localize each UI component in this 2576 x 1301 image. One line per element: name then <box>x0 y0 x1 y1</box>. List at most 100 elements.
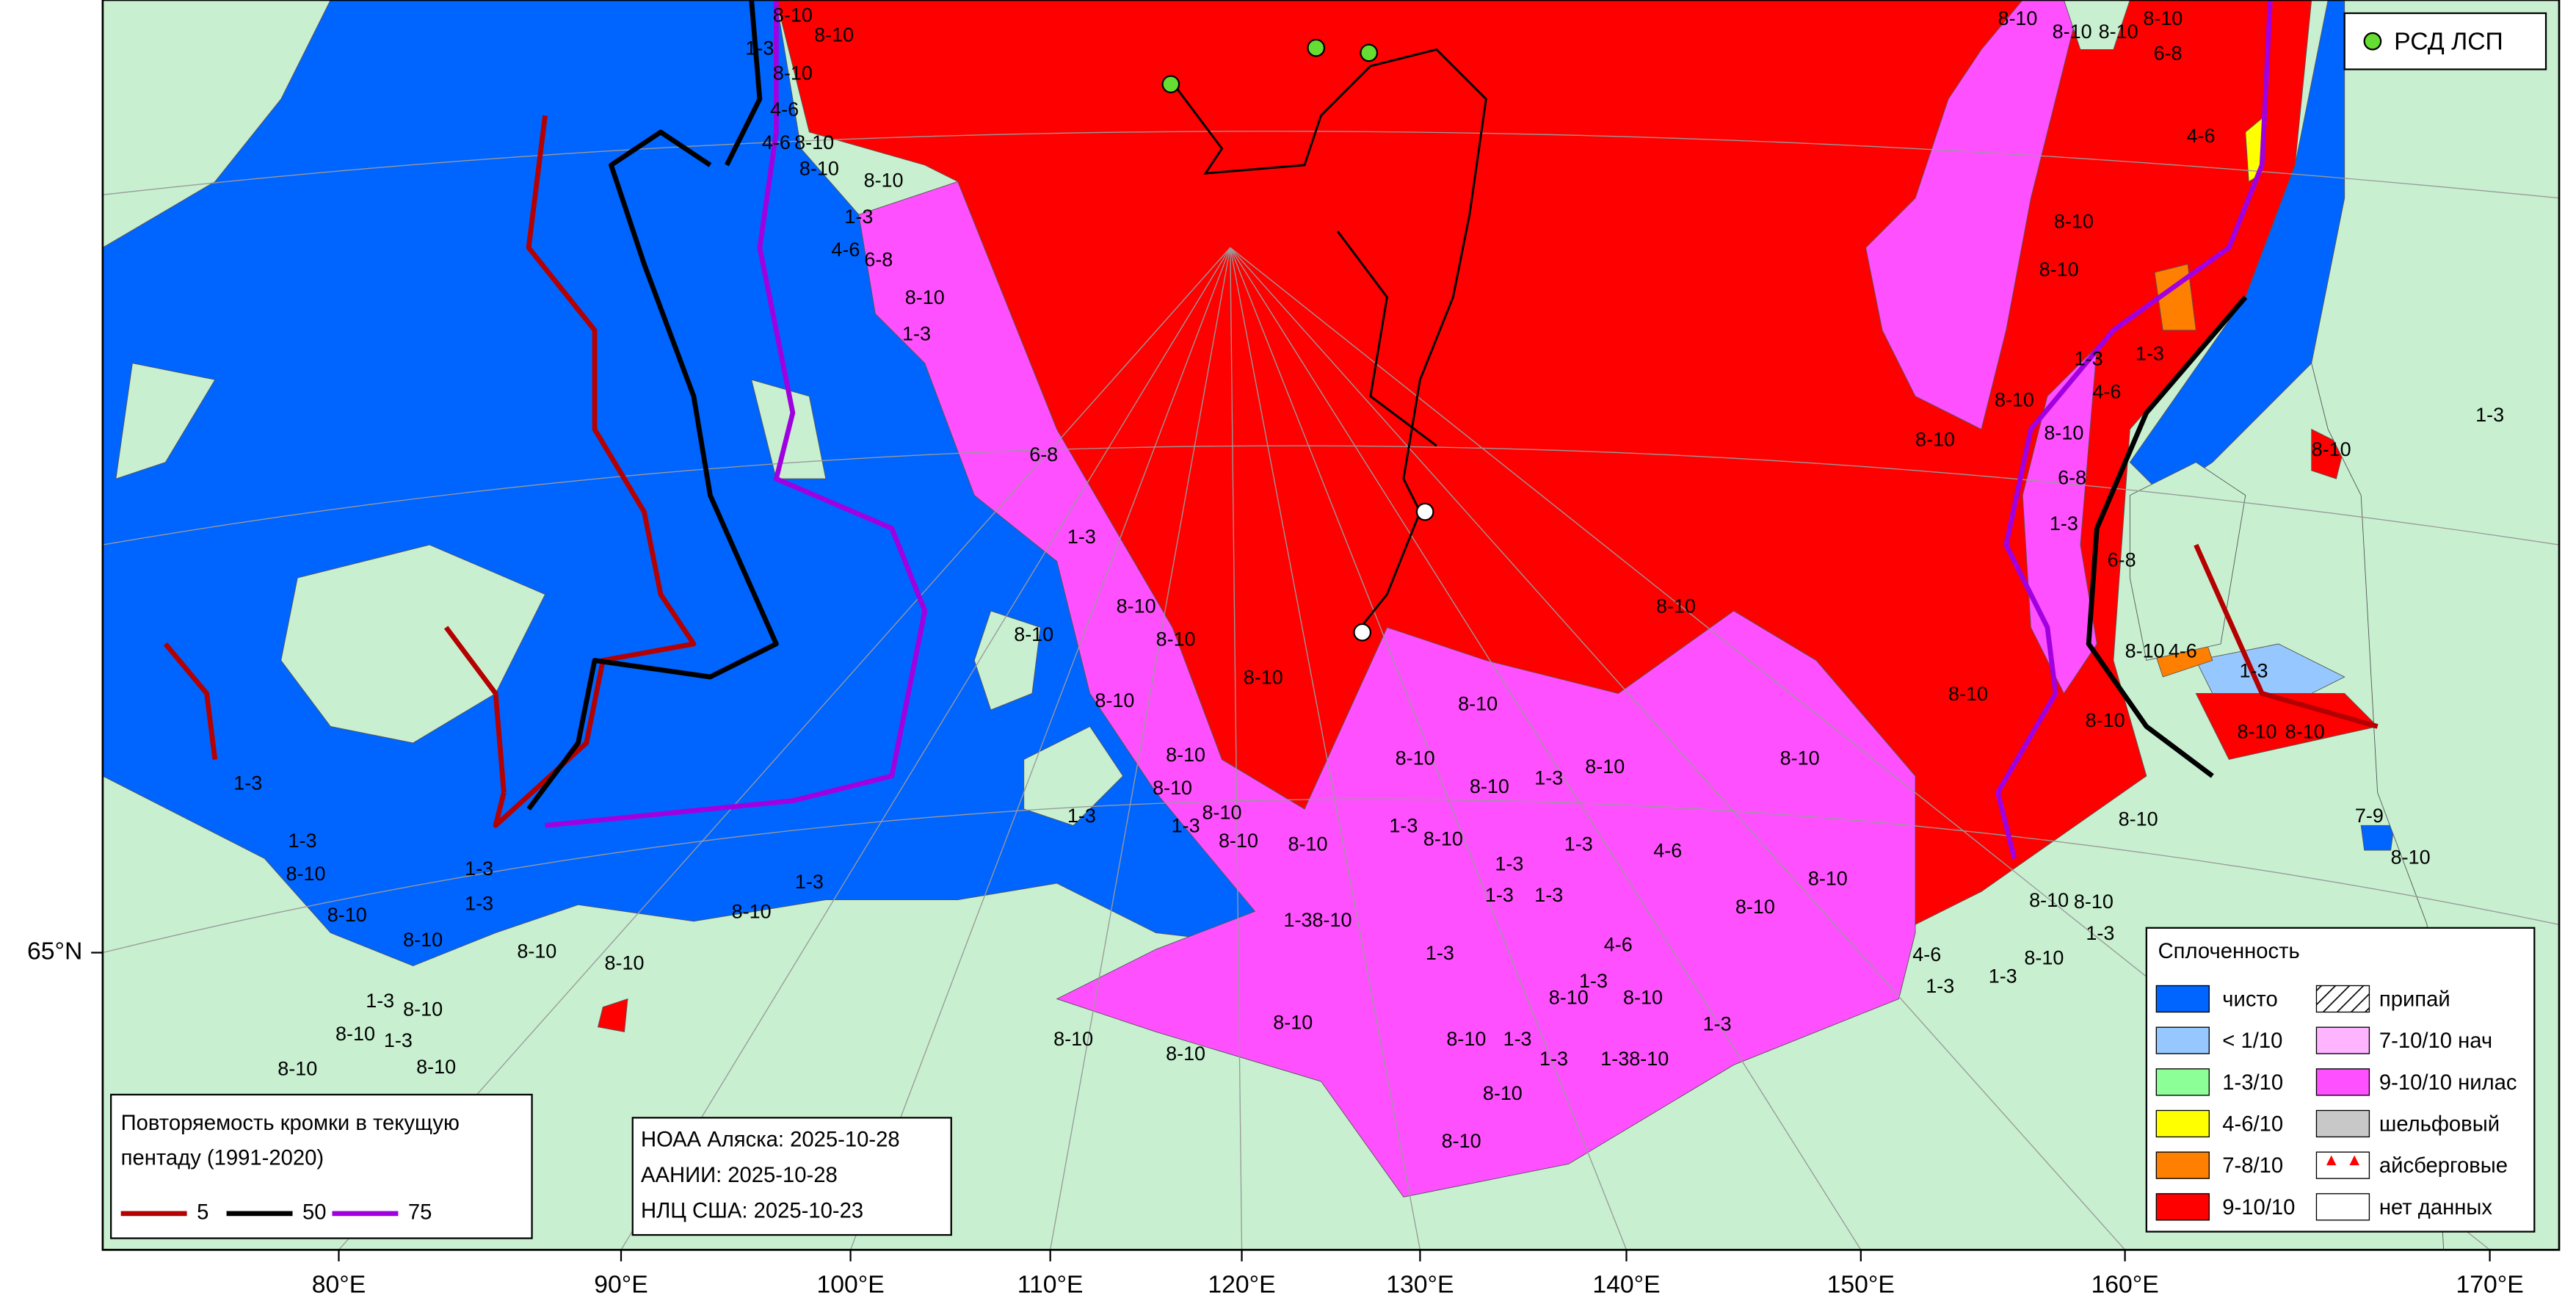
lon-label: 140°E <box>1592 1271 1660 1299</box>
ice-label: 1-3 <box>1989 965 2017 987</box>
lon-label: 160°E <box>2091 1271 2158 1299</box>
legend-item: 9-10/10 <box>2155 1193 2295 1221</box>
ice-label: 1-3 <box>1503 1028 1532 1050</box>
legend-swatch <box>2155 1193 2210 1221</box>
legend-swatch <box>2315 1026 2370 1054</box>
legend-swatch <box>2315 1193 2370 1221</box>
ice-label: 8-10 <box>1458 692 1498 714</box>
meridian <box>849 247 1231 1250</box>
ice-label: 8-10 <box>403 998 443 1020</box>
legend-label: 9-10/10 <box>2222 1196 2295 1220</box>
ice-label: 8-10 <box>335 1023 375 1045</box>
meridian <box>338 247 1231 1250</box>
ice-label: 8-10 <box>2238 721 2277 743</box>
ice-label: 8-10 <box>416 1056 456 1078</box>
ice-label: 8-10 <box>1156 628 1196 650</box>
ice-9-10-nilas <box>1865 0 2081 430</box>
ice-label: 1-3 <box>233 772 262 794</box>
ice-label: 1-3 <box>1926 975 1954 997</box>
station-marker <box>1161 75 1180 94</box>
ice-label: 8-10 <box>794 131 834 153</box>
ice-edge-line <box>724 0 763 167</box>
ice-label: 4-6 <box>2092 380 2121 402</box>
ice-label: 8-10 <box>2044 422 2083 444</box>
ice-label: 4-6 <box>1653 839 1682 861</box>
parallel <box>102 131 2560 199</box>
meridian <box>620 247 1231 1250</box>
source-line: НЛЦ США: 2025-10-23 <box>641 1199 863 1222</box>
station-marker <box>1307 38 1326 57</box>
ice-label: 8-10 <box>1244 666 1283 688</box>
ice-label: 8-10 <box>1219 830 1258 852</box>
legend-box <box>631 1117 952 1236</box>
legend-label: < 1/10 <box>2222 1029 2282 1053</box>
ice-label: 1-3 <box>465 858 493 880</box>
lon-label: 90°E <box>594 1271 647 1299</box>
ice-label: 8-10 <box>1095 689 1134 711</box>
legend-item: 4-6/10 <box>2155 1109 2283 1138</box>
ice-9-10 <box>597 998 628 1032</box>
ice-label: 8-10 <box>277 1057 317 1079</box>
ice-label: 1-3 <box>1534 884 1563 906</box>
ice-label: 1-3 <box>1564 833 1593 855</box>
ice-label: 8-10 <box>1273 1011 1313 1033</box>
edge-legend: Повторяемость кромки в текущую пентаду (1… <box>110 1093 533 1239</box>
ice-label: 8-10 <box>1153 777 1192 799</box>
ice-label: 1-3 <box>2075 347 2103 369</box>
legend-item: 1-3/10 <box>2155 1068 2283 1096</box>
ice-label: 4-6 <box>2169 639 2197 662</box>
ice-label: 1-3 <box>384 1029 413 1051</box>
ice-label: 8-10 <box>799 158 839 180</box>
ice-label: 8-10 <box>1117 595 1156 617</box>
meridian <box>1230 247 2126 1250</box>
ice-label: 1-3 <box>1579 970 1608 992</box>
concentration-legend: Сплоченность чисто < 1/10 1-3/10 4-6/10 7-8/… <box>2145 927 2536 1233</box>
graticule <box>102 131 2560 1250</box>
legend-item: припай <box>2315 985 2450 1013</box>
ice-label: 1-3 <box>1534 767 1563 789</box>
overlay: 8-108-101-38-104-64-6 8-108-108-101-34-6 6… <box>102 0 2560 1250</box>
ice-label: 6-8 <box>1029 443 1058 465</box>
open-water <box>2360 825 2395 851</box>
legend-item: чисто <box>2155 985 2278 1013</box>
legend-swatch <box>2155 1068 2210 1096</box>
ice-label: 1-3 <box>465 892 493 914</box>
legend-swatch <box>2315 1151 2370 1179</box>
drift-track <box>1336 230 1437 447</box>
lon-label: 100°E <box>816 1271 884 1299</box>
ice-label: 8-10 <box>327 904 367 926</box>
legend-swatch <box>2155 1109 2210 1138</box>
ice-label: 8-10 <box>605 952 645 974</box>
ice-edge-line <box>2086 295 2248 778</box>
ice-label: 8-10 <box>1915 429 1955 451</box>
legend-label: 9-10/10 нилас <box>2379 1071 2517 1095</box>
ice-label: 1-38-10 <box>1600 1048 1669 1070</box>
ice-label: 1-3 <box>1172 815 1200 837</box>
map-frame <box>101 0 2561 1251</box>
legend-swatch <box>2155 985 2210 1013</box>
ice-label: 4-6 <box>762 131 791 153</box>
legend-swatch <box>2315 1109 2370 1138</box>
ice-label: 8-10 <box>1549 987 1589 1009</box>
ice-label: 8-10 <box>2024 947 2064 969</box>
ice-label: 8-10 <box>814 24 854 46</box>
ice-label: 6-8 <box>864 248 893 270</box>
ice-label: 4-6 <box>2187 125 2216 147</box>
legend-swatch <box>2315 985 2370 1013</box>
legend-title: Повторяемость кромки в текущую <box>121 1112 460 1135</box>
legend-label: айсберговые <box>2379 1154 2508 1178</box>
lon-label: 130°E <box>1386 1271 1454 1299</box>
ice-label: 8-10 <box>773 62 813 84</box>
ice-label: 8-10 <box>1053 1028 1093 1050</box>
ice-label: 1-3 <box>1495 852 1523 874</box>
source-line: НОАА Аляска: 2025-10-28 <box>641 1128 900 1152</box>
ice-label: 1-3 <box>844 206 873 228</box>
ice-label: 8-10 <box>517 941 556 963</box>
ice-label: 8-10 <box>2143 7 2183 29</box>
ice-label: 8-10 <box>1014 623 1053 645</box>
ice-label: 1-3 <box>902 323 931 345</box>
legend-item: 9-10/10 нилас <box>2315 1068 2517 1096</box>
ice-label: 8-10 <box>2086 709 2125 731</box>
ice-label: 1-3 <box>2086 922 2114 944</box>
